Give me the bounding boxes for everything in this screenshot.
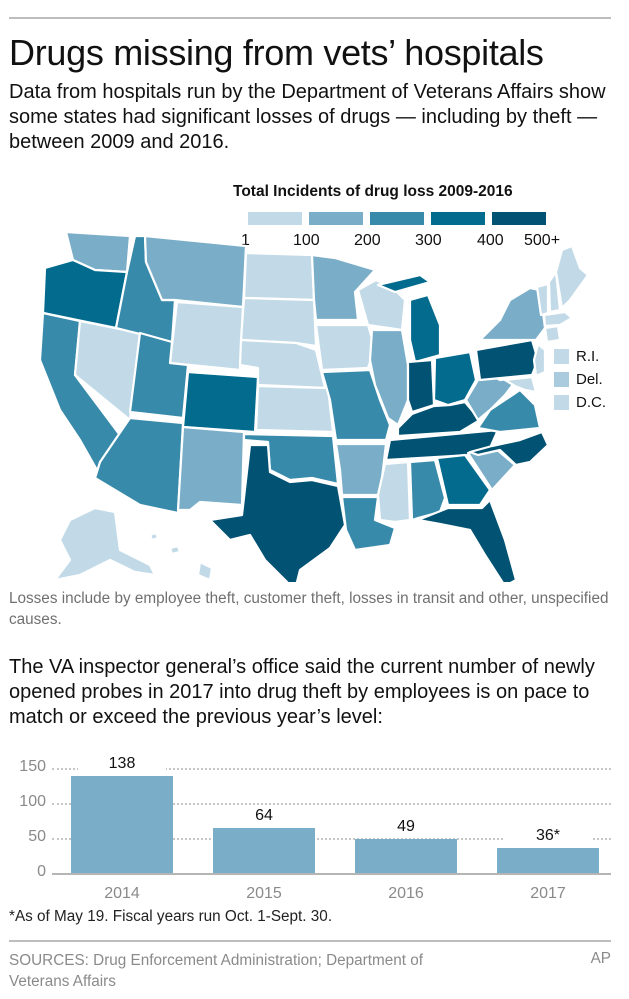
legend-tick: 100: [293, 232, 320, 249]
state-mississippi: [376, 460, 412, 524]
state-colorado: [181, 370, 260, 434]
state-maryland: [503, 375, 538, 394]
state-texas: [208, 443, 347, 582]
state-arkansas: [334, 442, 388, 497]
bar-chart-footnote: *As of May 19. Fiscal years run Oct. 1-S…: [9, 908, 333, 925]
state-south-dakota: [239, 296, 318, 348]
state-florida: [416, 498, 518, 582]
small-state-label: Del.: [576, 371, 603, 388]
state-arizona: [93, 416, 185, 515]
state-massachusetts: [542, 310, 574, 328]
legend-tick: 200: [354, 232, 381, 249]
bar-value-label: 138: [78, 755, 166, 774]
small-state-del: Del.: [554, 368, 606, 391]
small-states-legend: R.I. Del. D.C.: [554, 345, 606, 414]
legend-tick: 400: [477, 232, 504, 249]
state-oklahoma: [242, 432, 340, 486]
state-maine: [554, 244, 590, 310]
page-subtitle: Data from hospitals run by the Departmen…: [9, 81, 606, 153]
y-axis-tick: 150: [19, 758, 46, 775]
us-choropleth-map: [38, 230, 590, 582]
legend-swatch-2: [309, 212, 363, 225]
map-note: Losses include by employee theft, custom…: [9, 590, 609, 628]
state-north-carolina: [468, 430, 550, 467]
map-legend-ticks: 1 100 200 300 400 500+: [241, 232, 581, 252]
gridline: [52, 838, 611, 840]
map-legend-swatches: [248, 212, 546, 225]
bar-2016: [355, 838, 457, 873]
map-legend-title: Total Incidents of drug loss 2009-2016: [233, 183, 513, 200]
page-title: Drugs missing from vets’ hospitals: [9, 32, 544, 73]
state-connecticut: [543, 324, 562, 344]
small-state-label: D.C.: [576, 394, 606, 411]
state-missouri: [320, 368, 392, 442]
gridline: [52, 768, 611, 770]
small-state-swatch: [554, 395, 569, 410]
state-new-mexico: [176, 425, 246, 512]
bar-value-label: 49: [362, 817, 450, 836]
state-indiana: [406, 358, 436, 414]
gridline: [52, 803, 611, 805]
small-state-swatch: [554, 372, 569, 387]
small-state-ri: R.I.: [554, 345, 606, 368]
state-north-dakota: [242, 251, 316, 302]
x-axis-tick: 2017: [530, 885, 566, 902]
bar-chart-intro: The VA inspector general’s office said t…: [9, 656, 595, 728]
legend-tick: 300: [415, 232, 442, 249]
state-kentucky: [396, 400, 482, 438]
state-new-hampshire: [547, 270, 562, 314]
small-state-swatch: [554, 349, 569, 364]
legend-swatch-3: [370, 212, 424, 225]
x-axis-tick: 2016: [388, 885, 424, 902]
state-vermont: [535, 282, 550, 317]
y-axis-tick: 0: [37, 863, 46, 880]
state-michigan: [376, 273, 442, 364]
small-state-label: R.I.: [576, 348, 600, 365]
bar-2014: [71, 776, 173, 873]
state-minnesota: [310, 253, 377, 322]
small-state-dc: D.C.: [554, 391, 606, 414]
bar-value-label: 64: [220, 807, 308, 826]
credit: AP: [590, 950, 611, 967]
sources: SOURCES: Drug Enforcement Administration…: [9, 952, 424, 990]
state-kansas: [254, 384, 335, 434]
y-axis-tick: 100: [19, 793, 46, 810]
bar-value-label: 36*: [504, 826, 592, 845]
top-rule: [9, 17, 611, 19]
legend-swatch-4: [431, 212, 485, 225]
legend-tick: 1: [241, 232, 250, 249]
y-axis-tick: 50: [28, 828, 46, 845]
state-iowa: [314, 323, 377, 372]
state-pennsylvania: [474, 338, 540, 382]
state-utah: [128, 331, 190, 420]
state-wyoming: [168, 300, 245, 372]
state-georgia: [435, 453, 492, 507]
state-new-york: [478, 286, 547, 342]
state-alaska: [53, 506, 157, 582]
state-wisconsin: [356, 278, 407, 332]
bar-2015: [213, 828, 315, 873]
state-montana: [143, 234, 248, 309]
x-axis-baseline: [52, 873, 611, 875]
state-illinois: [368, 328, 410, 427]
legend-swatch-5: [492, 212, 546, 225]
bar-2017: [497, 847, 599, 873]
state-hawaii: [148, 531, 214, 582]
x-axis-tick: 2014: [104, 885, 140, 902]
x-axis-tick: 2015: [246, 885, 282, 902]
bottom-rule: [9, 940, 611, 942]
legend-tick: 500+: [524, 232, 561, 249]
legend-swatch-1: [248, 212, 302, 225]
state-new-jersey: [532, 342, 547, 378]
